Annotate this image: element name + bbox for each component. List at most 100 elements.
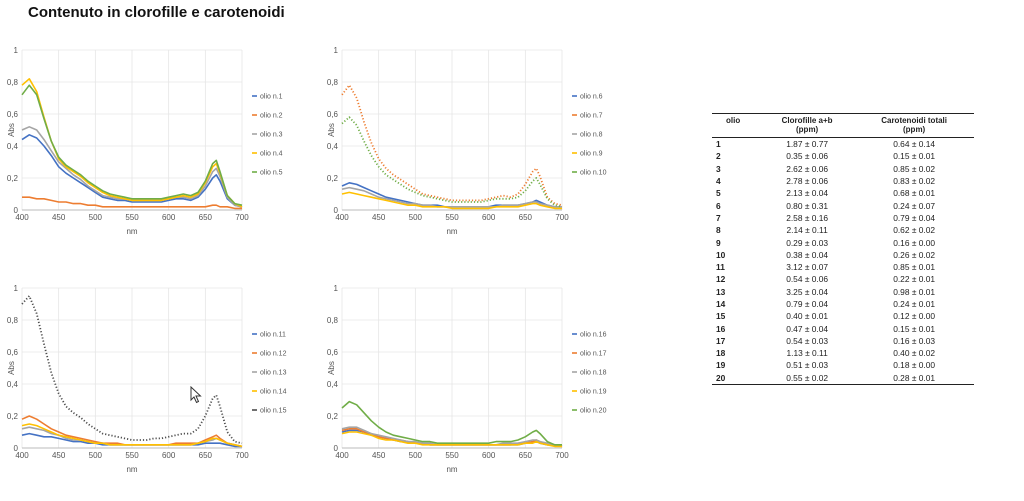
cell-olio: 11	[716, 262, 725, 273]
table-header-row: olio Clorofille a+b (ppm) Carotenoidi to…	[712, 113, 974, 138]
y-tick-label: 1	[14, 284, 19, 293]
table-row: 16 0.47 ± 0.04 0.15 ± 0.01	[712, 322, 974, 334]
table-row: 5 2.13 ± 0.04 0.68 ± 0.01	[712, 187, 974, 199]
legend-entry: olio n.19	[580, 389, 607, 396]
y-tick-label: 1	[334, 46, 339, 55]
x-tick-label: 500	[409, 451, 423, 460]
x-tick-label: 400	[15, 451, 29, 460]
x-tick-label: 500	[89, 451, 103, 460]
table-row: 4 2.78 ± 0.06 0.83 ± 0.02	[712, 175, 974, 187]
x-tick-label: 500	[89, 213, 103, 222]
table-row: 8 2.14 ± 0.11 0.62 ± 0.02	[712, 224, 974, 236]
mouse-cursor-icon	[190, 386, 202, 404]
cell-chlorophyll: 0.40 ± 0.01	[786, 311, 829, 322]
x-tick-label: 650	[519, 451, 533, 460]
y-axis-label: Abs	[7, 123, 16, 137]
cell-carotenoids: 0.68 ± 0.01	[893, 188, 936, 199]
x-tick-label: 450	[372, 213, 386, 222]
cell-olio: 1	[716, 139, 721, 150]
cell-carotenoids: 0.15 ± 0.01	[893, 323, 936, 334]
y-tick-label: 1	[14, 46, 19, 55]
cell-chlorophyll: 2.58 ± 0.16	[786, 212, 829, 223]
pigment-table: olio Clorofille a+b (ppm) Carotenoidi to…	[712, 113, 974, 385]
spectra-chart-oils-11-15: 400 450 500 550 600 650 700 0 0,2 0,4 0,6 0,8 1 nm Abs…	[7, 284, 287, 474]
y-tick-label: 0,6	[7, 110, 19, 119]
cell-olio: 8	[716, 225, 721, 236]
table-row: 11 3.12 ± 0.07 0.85 ± 0.01	[712, 261, 974, 273]
y-tick-label: 0	[334, 444, 339, 453]
cell-olio: 14	[716, 299, 726, 309]
table-row: 15 0.40 ± 0.01 0.12 ± 0.00	[712, 310, 974, 322]
spectra-chart-oils-1-5: 400 450 500 550 600 650 700 0 0,2 0,4 0,6 0,8 1 nm Abs…	[7, 46, 283, 236]
series-line-olio-n-7	[341, 84, 563, 207]
cell-carotenoids: 0.83 ± 0.02	[893, 176, 936, 187]
x-tick-label: 450	[52, 213, 66, 222]
series-line-olio-n-20	[341, 400, 562, 446]
table-row: 13 3.25 ± 0.04 0.98 ± 0.01	[712, 286, 974, 298]
legend-entry: olio n.11	[260, 332, 286, 339]
legend-entry: olio n.3	[260, 132, 283, 139]
cell-chlorophyll: 0.47 ± 0.04	[786, 323, 829, 334]
cell-olio: 4	[716, 176, 721, 187]
y-tick-label: 0,2	[7, 174, 19, 183]
x-tick-label: 400	[335, 451, 349, 460]
x-tick-label: 600	[482, 451, 496, 460]
spectra-chart-oils-6-10: 400 450 500 550 600 650 700 0 0,2 0,4 0,6 0,8 1 nm Abs…	[327, 46, 607, 236]
x-tick-label: 550	[445, 213, 459, 222]
x-tick-label: 550	[445, 451, 459, 460]
cell-chlorophyll: 0.54 ± 0.06	[786, 274, 829, 285]
table-row: 10 0.38 ± 0.04 0.26 ± 0.02	[712, 249, 974, 261]
legend-entry: olio n.12	[260, 351, 287, 358]
y-tick-label: 1	[334, 284, 339, 293]
y-tick-label: 0,4	[7, 142, 19, 151]
series-line-olio-n-10	[341, 116, 563, 208]
x-tick-label: 450	[372, 451, 386, 460]
x-tick-label: 700	[235, 213, 249, 222]
cell-olio: 9	[716, 237, 721, 248]
legend-entry: olio n.4	[260, 151, 283, 158]
cell-carotenoids: 0.28 ± 0.01	[854, 371, 974, 385]
cell-carotenoids: 0.15 ± 0.01	[893, 151, 936, 162]
legend-entry: olio n.8	[580, 132, 603, 139]
legend-entry: olio n.10	[580, 170, 607, 177]
table-row: 19 0.51 ± 0.03 0.18 ± 0.00	[712, 359, 974, 371]
y-tick-label: 0,2	[327, 174, 339, 183]
x-tick-label: 400	[335, 213, 349, 222]
legend-entry: olio n.13	[260, 370, 287, 377]
cell-olio: 15	[716, 311, 726, 322]
cell-carotenoids: 0.18 ± 0.00	[893, 360, 936, 371]
x-tick-label: 650	[199, 213, 213, 222]
cell-chlorophyll: 0.35 ± 0.06	[786, 151, 829, 162]
cell-chlorophyll: 0.51 ± 0.03	[786, 360, 829, 371]
cell-chlorophyll: 0.38 ± 0.04	[786, 249, 829, 260]
legend-entry: olio n.18	[580, 370, 607, 377]
series-line-olio-n-9	[341, 191, 562, 210]
cell-olio: 20	[712, 371, 760, 385]
cell-chlorophyll: 0.29 ± 0.03	[786, 237, 829, 248]
table-row: 17 0.54 ± 0.03 0.16 ± 0.03	[712, 335, 974, 347]
cell-chlorophyll: 2.62 ± 0.06	[786, 163, 829, 174]
series-line-olio-n-5	[21, 84, 243, 206]
cell-chlorophyll: 2.78 ± 0.06	[786, 176, 829, 187]
legend-entry: olio n.7	[580, 113, 603, 120]
cell-carotenoids: 0.24 ± 0.01	[893, 299, 936, 309]
y-axis-label: Abs	[327, 123, 336, 137]
cell-olio: 19	[716, 360, 726, 371]
cell-carotenoids: 0.16 ± 0.03	[893, 335, 936, 346]
table-row: 12 0.54 ± 0.06 0.22 ± 0.01	[712, 273, 974, 285]
x-axis-label: nm	[126, 465, 137, 474]
col-header-olio: olio	[712, 113, 760, 138]
cell-carotenoids: 0.22 ± 0.01	[893, 274, 936, 285]
cell-carotenoids: 0.24 ± 0.07	[893, 200, 936, 211]
x-tick-label: 450	[52, 451, 66, 460]
cell-carotenoids: 0.62 ± 0.02	[893, 225, 936, 236]
legend-entry: olio n.5	[260, 170, 283, 177]
page-title: Contenuto in clorofille e carotenoidi	[28, 4, 285, 21]
y-axis-label: Abs	[327, 361, 336, 375]
legend-entry: olio n.14	[260, 389, 287, 396]
cell-chlorophyll: 0.79 ± 0.04	[786, 299, 829, 309]
x-tick-label: 500	[409, 213, 423, 222]
x-tick-label: 700	[235, 451, 249, 460]
col-header-carotenoids: Carotenoidi totali (ppm)	[854, 113, 974, 138]
cell-carotenoids: 0.64 ± 0.14	[893, 139, 936, 150]
